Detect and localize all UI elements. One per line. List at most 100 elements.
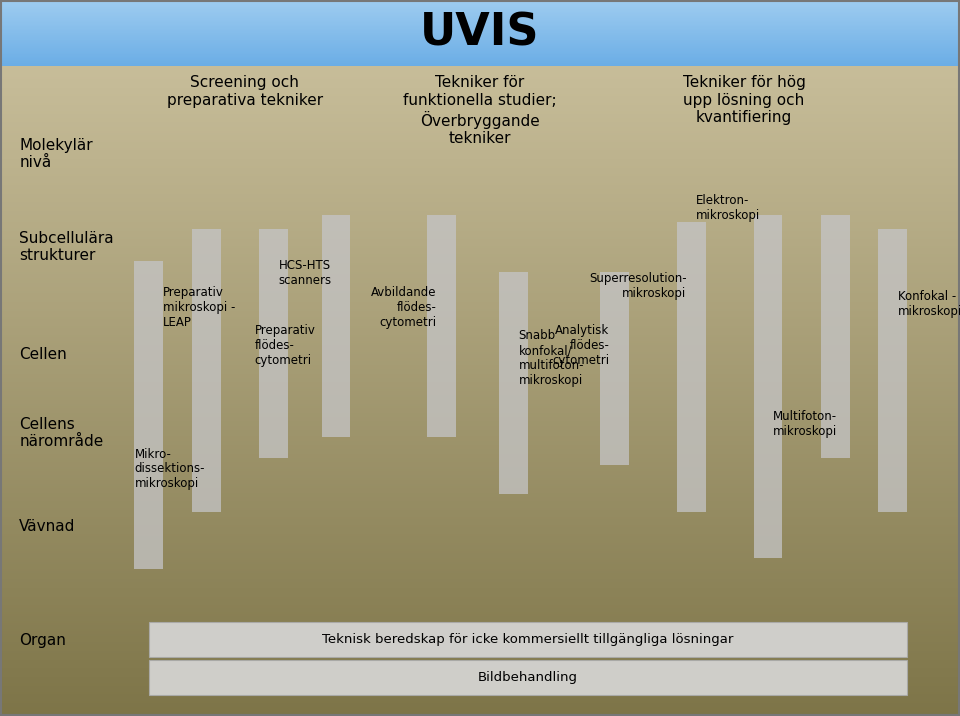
Bar: [259, 229, 288, 458]
Bar: [0, 435, 960, 437]
Bar: [499, 272, 528, 494]
Bar: [0, 61, 960, 62]
Text: Tekniker för hög
upp lösning och
kvantifiering: Tekniker för hög upp lösning och kvantif…: [683, 75, 805, 125]
Bar: [0, 209, 960, 211]
Bar: [0, 651, 960, 653]
Bar: [0, 443, 960, 445]
Bar: [0, 560, 960, 562]
Bar: [0, 421, 960, 423]
Bar: [0, 49, 960, 50]
Bar: [0, 493, 960, 495]
Bar: [0, 629, 960, 632]
Bar: [0, 614, 960, 616]
Bar: [0, 601, 960, 604]
Bar: [0, 203, 960, 205]
Bar: [0, 107, 960, 110]
Bar: [0, 254, 960, 256]
Bar: [0, 417, 960, 419]
Bar: [0, 233, 960, 235]
Bar: [0, 649, 960, 651]
Bar: [0, 281, 960, 283]
Bar: [0, 62, 960, 64]
Bar: [0, 313, 960, 315]
Bar: [0, 686, 960, 688]
Bar: [0, 354, 960, 357]
Bar: [0, 337, 960, 339]
Bar: [0, 688, 960, 690]
Bar: [0, 96, 960, 98]
Bar: [0, 458, 960, 460]
Bar: [0, 79, 960, 81]
Bar: [0, 27, 960, 28]
Bar: [0, 56, 960, 57]
Bar: [0, 112, 960, 114]
Bar: [0, 389, 960, 391]
Bar: [0, 588, 960, 590]
Bar: [0, 168, 960, 170]
Bar: [0, 66, 960, 68]
Bar: [0, 246, 960, 248]
Bar: [0, 482, 960, 484]
Bar: [0, 674, 960, 677]
Text: Organ: Organ: [19, 634, 66, 648]
Bar: [0, 679, 960, 682]
Bar: [0, 395, 960, 397]
Bar: [0, 677, 960, 679]
Text: Subcellulära
strukturer: Subcellulära strukturer: [19, 231, 114, 263]
Bar: [0, 612, 960, 614]
Bar: [0, 549, 960, 551]
Bar: [0, 710, 960, 712]
Bar: [0, 200, 960, 203]
Bar: [0, 670, 960, 672]
Bar: [0, 367, 960, 369]
Bar: [0, 47, 960, 48]
Bar: [0, 70, 960, 72]
Bar: [0, 265, 960, 267]
Bar: [0, 690, 960, 692]
Bar: [0, 400, 960, 402]
Bar: [0, 427, 960, 430]
Bar: [0, 647, 960, 649]
Bar: [0, 521, 960, 523]
Bar: [0, 58, 960, 59]
Bar: [0, 703, 960, 705]
Bar: [0, 110, 960, 112]
Bar: [0, 610, 960, 612]
Bar: [0, 423, 960, 425]
Bar: [322, 215, 350, 437]
Bar: [0, 632, 960, 634]
Bar: [0, 2, 960, 4]
Bar: [0, 349, 960, 352]
Bar: [0, 289, 960, 291]
Bar: [0, 391, 960, 393]
Bar: [0, 11, 960, 12]
Bar: [0, 21, 960, 22]
Bar: [0, 586, 960, 588]
Text: Molekylär
nivå: Molekylär nivå: [19, 137, 93, 170]
Bar: [0, 590, 960, 592]
Bar: [0, 534, 960, 536]
Bar: [0, 26, 960, 27]
Bar: [0, 170, 960, 172]
Bar: [0, 174, 960, 176]
Bar: [0, 627, 960, 629]
Text: Preparativ
flödes-
cytometri: Preparativ flödes- cytometri: [254, 324, 315, 367]
Bar: [0, 430, 960, 432]
Bar: [0, 53, 960, 54]
Bar: [0, 528, 960, 530]
Bar: [0, 347, 960, 349]
Bar: [0, 556, 960, 558]
Bar: [0, 129, 960, 131]
Bar: [0, 484, 960, 486]
Bar: [0, 216, 960, 218]
Bar: [0, 503, 960, 505]
Bar: [0, 46, 960, 47]
Bar: [0, 72, 960, 74]
Bar: [0, 530, 960, 532]
Bar: [0, 636, 960, 638]
Text: Avbildande
flödes-
cytometri: Avbildande flödes- cytometri: [372, 286, 437, 329]
Bar: [0, 505, 960, 508]
Bar: [0, 51, 960, 52]
Bar: [0, 315, 960, 317]
Bar: [0, 508, 960, 510]
